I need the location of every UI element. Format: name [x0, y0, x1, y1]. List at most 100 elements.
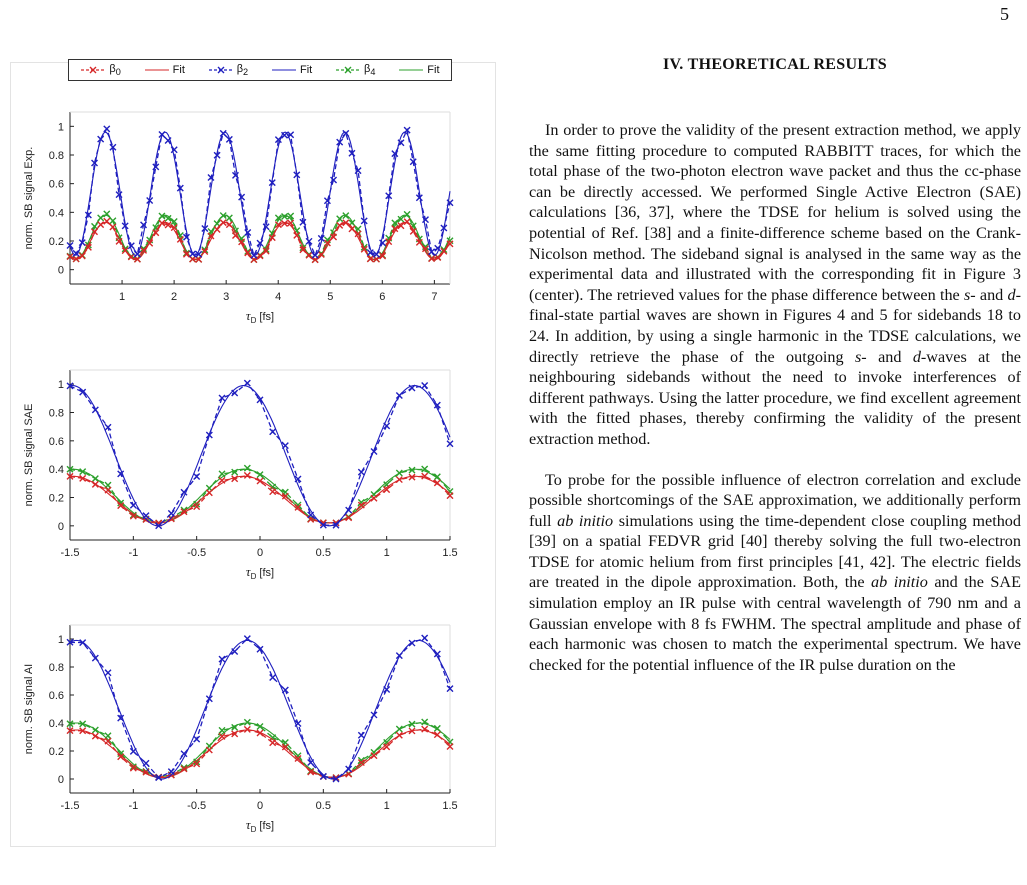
data-marker-beta2: [307, 511, 315, 519]
data-marker-beta2: [66, 241, 74, 249]
legend-label-fit-beta0: Fit: [172, 64, 185, 76]
x-tick-label: 4: [275, 291, 281, 303]
data-marker-beta2: [383, 686, 391, 694]
x-tick-label: 1.5: [442, 800, 457, 812]
data-marker-beta4: [91, 475, 99, 483]
data-marker-beta4: [256, 471, 264, 479]
y-axis-label: norm. SB signal SAE: [23, 404, 35, 507]
data-marker-beta0: [97, 221, 105, 229]
data-marker-beta0: [238, 238, 246, 246]
data-marker-beta0: [357, 501, 365, 509]
data-marker-beta2: [440, 224, 448, 232]
data-marker-beta0: [104, 486, 112, 494]
data-marker-beta2: [332, 521, 340, 529]
data-marker-beta4: [336, 215, 344, 223]
data-marker-beta0: [109, 223, 117, 231]
y-tick-label: 1: [58, 634, 64, 646]
data-marker-beta2: [281, 686, 289, 694]
x-tick-label: 0: [257, 800, 263, 812]
data-marker-beta2: [287, 131, 295, 139]
data-marker-beta0: [84, 243, 92, 251]
data-marker-beta0: [281, 743, 289, 751]
data-marker-beta2: [345, 506, 353, 514]
data-marker-beta2: [446, 440, 454, 448]
y-tick-label: 1: [58, 121, 64, 133]
fit-line-beta2: [69, 639, 451, 780]
data-marker-beta2: [305, 237, 313, 245]
data-marker-beta4: [170, 217, 178, 225]
data-marker-beta2: [370, 711, 378, 719]
data-marker-beta0: [129, 764, 137, 772]
data-marker-beta2: [182, 233, 190, 241]
x-tick-label: 5: [327, 291, 333, 303]
legend-label-beta2: β: [236, 62, 244, 75]
data-marker-beta4: [287, 212, 295, 220]
legend-sample-beta4: [336, 66, 361, 74]
x-tick-label: 1.5: [442, 547, 457, 559]
data-marker-beta2: [434, 244, 442, 252]
data-marker-beta0: [205, 489, 213, 497]
data-marker-beta0: [421, 472, 429, 480]
data-marker-beta2: [421, 216, 429, 224]
data-marker-beta2: [395, 392, 403, 399]
data-marker-beta0: [91, 732, 99, 740]
data-marker-beta4: [104, 732, 112, 740]
data-marker-beta2: [293, 171, 301, 179]
data-marker-beta2: [385, 192, 393, 200]
data-marker-beta4: [158, 212, 166, 220]
x-tick-label: 3: [223, 291, 229, 303]
data-marker-beta0: [433, 479, 441, 487]
data-marker-beta0: [294, 503, 302, 511]
data-marker-beta0: [345, 514, 353, 522]
data-marker-beta2: [117, 714, 125, 722]
data-marker-beta4: [164, 214, 172, 222]
y-tick-label: 0.6: [49, 690, 64, 702]
x-axis-label: τD [fs]: [246, 817, 274, 834]
data-marker-beta2: [109, 143, 117, 151]
x-tick-label: 1: [119, 291, 125, 303]
data-marker-beta2: [354, 167, 362, 175]
y-axis-label: norm. SB signal Exp.: [23, 147, 35, 250]
data-marker-beta4: [109, 217, 117, 225]
data-marker-beta2: [155, 522, 163, 530]
data-marker-beta2: [408, 639, 416, 647]
data-marker-beta4: [219, 212, 227, 220]
data-marker-beta2: [433, 650, 441, 658]
data-marker-beta2: [127, 242, 135, 250]
data-marker-beta4: [395, 725, 403, 733]
sae-panel-plot: -1.5 -1 -0.5 0 0.5 1 1.5 0 0.2 0.4 0.6 0.8 1 norm. SB…: [23, 369, 458, 581]
data-marker-beta0: [395, 731, 403, 739]
data-marker-beta4: [397, 215, 405, 223]
data-marker-beta4: [243, 464, 251, 472]
data-marker-beta2: [357, 468, 365, 476]
data-marker-beta0: [152, 229, 160, 237]
data-marker-beta0: [345, 770, 353, 778]
data-marker-beta2: [281, 442, 289, 450]
data-marker-beta0: [193, 503, 201, 511]
data-marker-beta4: [243, 718, 251, 726]
x-tick-label: 0: [257, 547, 263, 559]
data-marker-beta4: [421, 465, 429, 473]
data-marker-beta2: [256, 396, 264, 404]
data-marker-beta0: [182, 250, 190, 258]
data-marker-beta2: [213, 151, 221, 159]
y-tick-label: 0: [58, 265, 64, 277]
data-marker-beta4: [256, 722, 264, 730]
y-tick-label: 0.8: [49, 150, 64, 162]
data-marker-beta0: [262, 247, 270, 255]
data-marker-beta2: [207, 174, 215, 182]
x-tick-label: 1: [384, 547, 390, 559]
legend-label-beta4: β: [364, 62, 371, 75]
data-marker-beta4: [218, 470, 226, 478]
data-marker-beta0: [219, 219, 227, 227]
fit-line-beta4: [69, 722, 451, 779]
data-marker-beta0: [433, 731, 441, 739]
paragraph-2: To probe for the possible influence of e…: [529, 470, 1021, 674]
legend-sample-fit-beta4: [399, 69, 424, 71]
x-tick-label: -1: [128, 547, 138, 559]
data-marker-beta0: [117, 502, 125, 510]
data-marker-beta0: [342, 219, 350, 227]
data-marker-beta0: [180, 765, 188, 773]
data-marker-beta4: [91, 222, 99, 230]
legend-label-fit-beta2: Fit: [299, 64, 313, 76]
